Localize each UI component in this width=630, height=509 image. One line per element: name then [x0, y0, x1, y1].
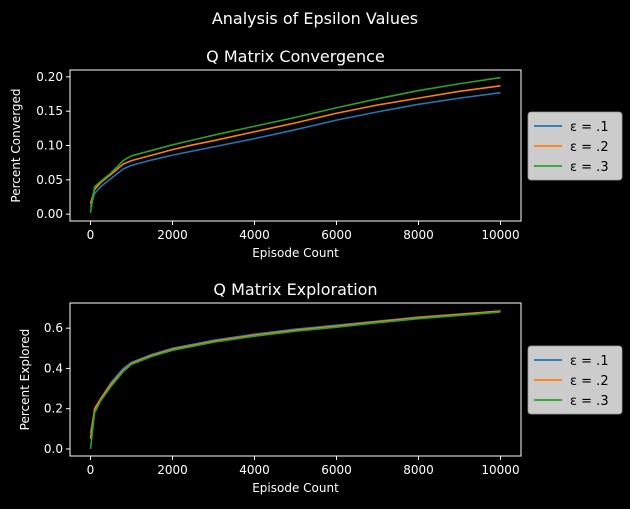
y-tick-label: 0.05	[36, 173, 63, 187]
y-axis-label: Percent Explored	[18, 329, 32, 431]
legend-box	[527, 111, 623, 181]
legend-label-3: ε = .3	[570, 160, 609, 175]
y-tick-label: 0.4	[44, 361, 63, 375]
x-tick-label: 6000	[321, 228, 352, 242]
y-tick-label: 0.10	[36, 139, 63, 153]
chart-panel-2: Q Matrix Exploration 0 2000 4000 6000 8000 100…	[18, 280, 623, 495]
y-tick-label: 0.20	[36, 70, 63, 84]
legend-label-3: ε = .3	[570, 394, 609, 409]
legend: ε = .1 ε = .2 ε = .3	[527, 111, 623, 181]
legend: ε = .1 ε = .2 ε = .3	[527, 345, 623, 415]
chart-title: Q Matrix Convergence	[206, 47, 385, 66]
x-tick-label: 6000	[321, 463, 352, 477]
x-tick-label: 2000	[157, 463, 188, 477]
legend-label-1: ε = .1	[570, 354, 609, 369]
series-line-1	[89, 91, 501, 208]
y-tick-label: 0.00	[36, 207, 63, 221]
legend-label-2: ε = .2	[570, 140, 609, 155]
chart-panel-1: Q Matrix Convergence 0 2000 4000 6000 8000 100…	[9, 47, 623, 260]
series-line-3	[89, 311, 501, 450]
y-tick-label: 0.15	[36, 104, 63, 118]
legend-label-1: ε = .1	[570, 120, 609, 135]
x-axis-label: Episode Count	[252, 246, 339, 260]
y-axis-label: Percent Converged	[9, 88, 23, 202]
x-tick-label: 8000	[403, 228, 434, 242]
figure-title: Analysis of Epsilon Values	[212, 9, 418, 28]
y-tick-label: 0.6	[44, 321, 63, 335]
x-tick-label: 0	[87, 463, 95, 477]
plot-area-frame	[69, 302, 522, 457]
x-axis-label: Episode Count	[252, 481, 339, 495]
y-tick-label: 0.2	[44, 402, 63, 416]
chart-title: Q Matrix Exploration	[213, 280, 377, 299]
x-tick-label: 4000	[239, 228, 270, 242]
x-tick-label: 10000	[481, 463, 519, 477]
x-tick-label: 2000	[157, 228, 188, 242]
x-tick-label: 4000	[239, 463, 270, 477]
x-tick-label: 10000	[481, 228, 519, 242]
legend-box	[527, 345, 623, 415]
y-tick-label: 0.0	[44, 442, 63, 456]
chart-panels: Q Matrix Convergence 0 2000 4000 6000 8000 100…	[9, 47, 623, 495]
x-tick-label: 8000	[403, 463, 434, 477]
legend-label-2: ε = .2	[570, 374, 609, 389]
x-tick-label: 0	[87, 228, 95, 242]
series-line-2	[89, 84, 501, 205]
series-line-2	[89, 310, 501, 439]
series-line-3	[89, 76, 501, 213]
